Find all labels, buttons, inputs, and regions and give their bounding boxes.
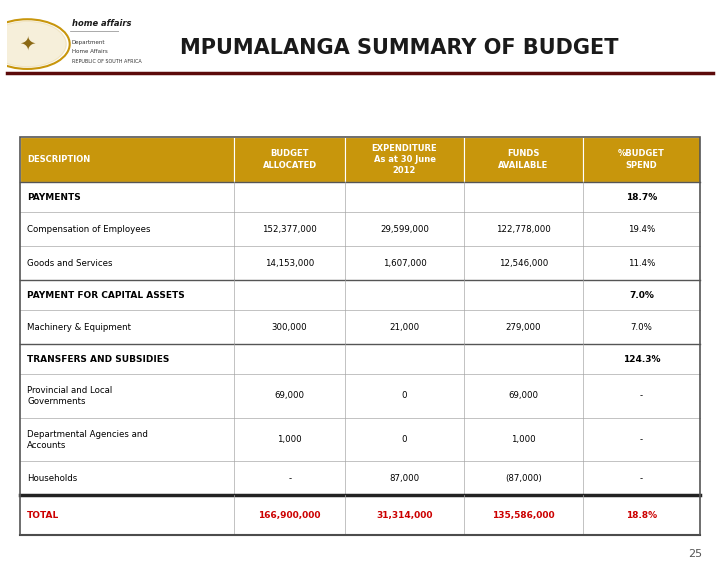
Bar (20, 281, 700, 310)
Bar (20, 137, 700, 535)
Text: -: - (640, 474, 643, 483)
Bar (234, 137, 345, 183)
Text: Goods and Services: Goods and Services (27, 259, 113, 268)
Text: 0: 0 (402, 435, 408, 444)
Text: Compensation of Employees: Compensation of Employees (27, 225, 151, 234)
Text: 25: 25 (688, 549, 702, 559)
Bar (20, 310, 700, 344)
Text: MPUMALANGA SUMMARY OF BUDGET: MPUMALANGA SUMMARY OF BUDGET (180, 38, 618, 59)
Text: EXPENDITURE
As at 30 June
2012: EXPENDITURE As at 30 June 2012 (372, 144, 437, 175)
Bar (20, 374, 700, 418)
Text: 279,000: 279,000 (505, 323, 541, 332)
Text: -: - (288, 474, 291, 483)
Text: FUNDS
AVAILABLE: FUNDS AVAILABLE (498, 150, 549, 170)
Text: 7.0%: 7.0% (631, 323, 652, 332)
Text: PAYMENT FOR CAPITAL ASSETS: PAYMENT FOR CAPITAL ASSETS (27, 291, 185, 300)
Text: 300,000: 300,000 (272, 323, 307, 332)
Text: PAYMENTS: PAYMENTS (27, 193, 81, 202)
Text: 0: 0 (402, 391, 408, 401)
Text: 122,778,000: 122,778,000 (496, 225, 551, 234)
Text: 14,153,000: 14,153,000 (265, 259, 314, 268)
Bar (20, 212, 700, 246)
Bar (20, 137, 234, 183)
Text: ✦: ✦ (19, 35, 35, 53)
Text: 21,000: 21,000 (390, 323, 420, 332)
Bar (464, 137, 583, 183)
Text: 124.3%: 124.3% (623, 354, 660, 364)
Text: Provincial and Local
Governments: Provincial and Local Governments (27, 386, 112, 406)
Text: 152,377,000: 152,377,000 (262, 225, 317, 234)
Bar (20, 246, 700, 281)
Text: 19.4%: 19.4% (628, 225, 655, 234)
Text: %BUDGET
SPEND: %BUDGET SPEND (618, 150, 665, 170)
Text: 18.8%: 18.8% (626, 510, 657, 519)
Text: 69,000: 69,000 (274, 391, 305, 401)
Circle shape (0, 21, 66, 67)
Bar (20, 461, 700, 496)
Bar (20, 496, 700, 535)
Text: 31,314,000: 31,314,000 (377, 510, 433, 519)
Text: -: - (640, 391, 643, 401)
Text: REPUBLIC OF SOUTH AFRICA: REPUBLIC OF SOUTH AFRICA (72, 59, 142, 64)
Text: -: - (640, 435, 643, 444)
Bar (20, 418, 700, 461)
Text: Departmental Agencies and
Accounts: Departmental Agencies and Accounts (27, 430, 148, 450)
Text: Households: Households (27, 474, 78, 483)
Text: 87,000: 87,000 (390, 474, 420, 483)
Text: 69,000: 69,000 (508, 391, 539, 401)
Text: 135,586,000: 135,586,000 (492, 510, 555, 519)
Bar (20, 344, 700, 374)
Text: Machinery & Equipment: Machinery & Equipment (27, 323, 131, 332)
Text: 7.0%: 7.0% (629, 291, 654, 300)
Text: 166,900,000: 166,900,000 (258, 510, 321, 519)
Text: Home Affairs: Home Affairs (72, 50, 108, 55)
Text: 18.7%: 18.7% (626, 193, 657, 202)
Text: Department: Department (72, 40, 105, 46)
Text: 1,000: 1,000 (511, 435, 536, 444)
Text: (87,000): (87,000) (505, 474, 542, 483)
Text: 11.4%: 11.4% (628, 259, 655, 268)
Text: home affairs: home affairs (72, 19, 132, 28)
Text: 12,546,000: 12,546,000 (499, 259, 548, 268)
Text: TOTAL: TOTAL (27, 510, 60, 519)
Text: 1,607,000: 1,607,000 (382, 259, 426, 268)
Bar (345, 137, 464, 183)
Bar (583, 137, 700, 183)
Text: 29,599,000: 29,599,000 (380, 225, 429, 234)
Text: 1,000: 1,000 (277, 435, 302, 444)
Bar (20, 182, 700, 212)
Text: TRANSFERS AND SUBSIDIES: TRANSFERS AND SUBSIDIES (27, 354, 170, 364)
Text: DESCRIPTION: DESCRIPTION (27, 155, 91, 164)
Text: BUDGET
ALLOCATED: BUDGET ALLOCATED (263, 150, 317, 170)
